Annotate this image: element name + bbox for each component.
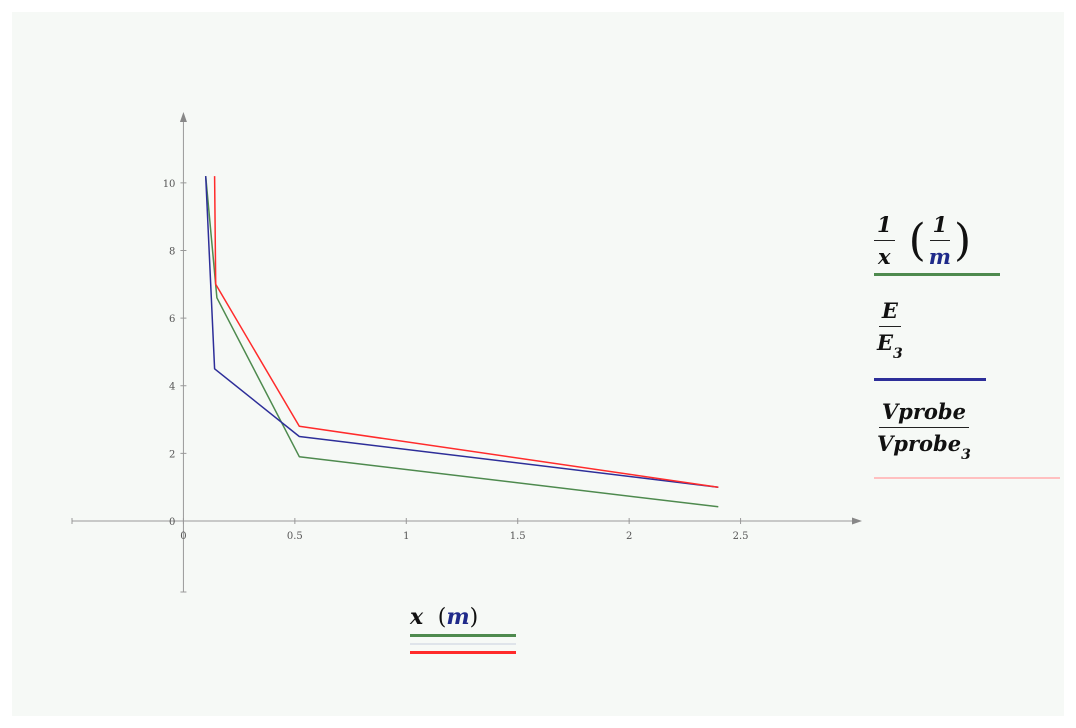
legend-2-denominator: E <box>877 330 894 355</box>
plot-panel: 0 0.5 1 1.5 2 2.5 0 2 4 6 8 10 1 x ( 1 m ) <box>12 12 1064 716</box>
legend-3-numerator: Vprobe <box>878 399 969 428</box>
legend-3-denominator: Vprobe <box>877 431 962 456</box>
legend-3-subscript: 3 <box>961 447 971 463</box>
axes <box>71 112 862 593</box>
x-axis-label: x (m) <box>410 604 516 654</box>
y-axis-arrow <box>179 112 187 122</box>
legend-2-numerator: E <box>878 298 901 327</box>
tick-labels: 0 0.5 1 1.5 2 2.5 0 2 4 6 8 10 <box>163 179 749 542</box>
y-tick-label: 4 <box>169 382 175 393</box>
y-tick-label: 10 <box>163 179 176 190</box>
y-tick-label: 2 <box>169 449 175 460</box>
x-tick-label: 0.5 <box>287 531 303 542</box>
legend-1-line <box>874 273 1000 276</box>
legend-1-fraction: 1 x <box>874 212 895 269</box>
legend-1-unit-denominator: m <box>928 244 952 269</box>
legend-1-unit-numerator: 1 <box>929 212 951 241</box>
x-axis-variable: x <box>410 604 424 630</box>
legend: 1 x ( 1 m ) E E3 <box>874 212 1064 479</box>
legend-2-line <box>874 378 986 381</box>
legend-entry-3: Vprobe Vprobe3 <box>874 399 1064 479</box>
legend-2-subscript: 3 <box>893 346 903 362</box>
x-tick-label: 2.5 <box>733 531 749 542</box>
x-tick-label: 0 <box>180 531 186 542</box>
legend-1-numerator: 1 <box>874 212 895 241</box>
legend-3-fraction: Vprobe Vprobe3 <box>874 399 974 463</box>
x-axis-unit: m <box>446 604 470 630</box>
series-line-3 <box>213 176 719 488</box>
legend-entry-1: 1 x ( 1 m ) <box>874 212 1064 276</box>
series-line-2 <box>204 176 719 488</box>
plot-area[interactable]: 0 0.5 1 1.5 2 2.5 0 2 4 6 8 10 <box>12 12 1064 716</box>
x-label-line-1 <box>410 634 516 637</box>
legend-1-open-paren: ( <box>894 214 926 266</box>
x-label-line-3 <box>410 651 516 654</box>
legend-1-close-paren: ) <box>954 214 972 266</box>
series-line-1 <box>204 176 719 508</box>
legend-1-denominator: x <box>878 244 891 269</box>
y-tick-label: 6 <box>169 314 175 325</box>
legend-2-fraction: E E3 <box>874 298 906 362</box>
legend-1-unit-fraction: 1 m <box>926 212 954 269</box>
x-label-line-2 <box>410 643 516 645</box>
y-tick-label: 8 <box>169 246 175 257</box>
legend-entry-2: E E3 <box>874 298 1064 381</box>
x-tick-label: 1.5 <box>510 531 526 542</box>
legend-3-line <box>874 477 1060 479</box>
y-tick-label: 0 <box>169 517 175 528</box>
x-tick-label: 2 <box>626 531 632 542</box>
series-lines <box>204 176 719 508</box>
x-axis-arrow <box>852 517 862 525</box>
x-tick-label: 1 <box>403 531 409 542</box>
